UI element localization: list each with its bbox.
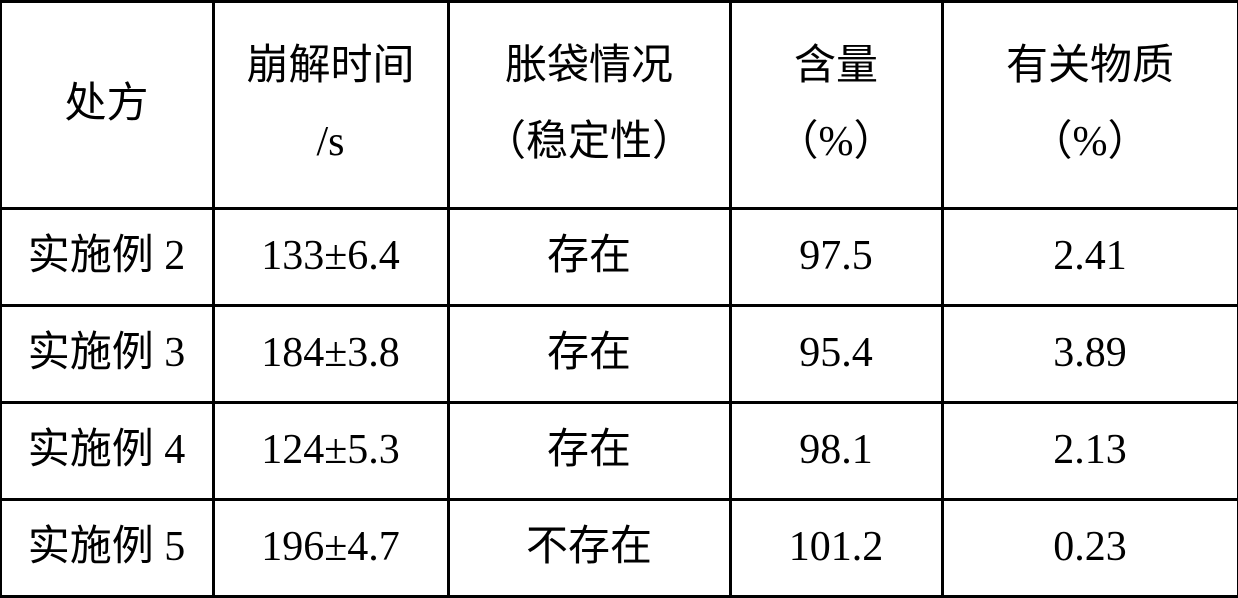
cell-prescription: 实施例 4 [0, 402, 213, 499]
cell-value: 133±6.4 [261, 233, 400, 279]
cell-value: 不存在 [526, 524, 652, 570]
header-cell-label-line2: /s [215, 105, 447, 181]
cell-prescription: 实施例 2 [0, 208, 213, 305]
cell-value: 97.5 [799, 233, 873, 279]
cell-value: 184±3.8 [261, 330, 400, 376]
header-cell-label-line1: 胀袋情况 [450, 29, 729, 105]
cell-value: 实施例 4 [28, 427, 186, 473]
cell-value: 101.2 [789, 524, 884, 570]
cell-related-substances: 0.23 [942, 499, 1238, 596]
cell-content: 97.5 [730, 208, 942, 305]
cell-disintegration-time: 184±3.8 [213, 305, 448, 402]
header-related-substances: 有关物质 （%） [942, 1, 1238, 208]
cell-disintegration-time: 133±6.4 [213, 208, 448, 305]
cell-swelling: 存在 [448, 208, 730, 305]
cell-value: 0.23 [1053, 524, 1127, 570]
cell-content: 98.1 [730, 402, 942, 499]
table-row: 实施例 4 124±5.3 存在 98.1 2.13 [0, 402, 1238, 499]
cell-disintegration-time: 124±5.3 [213, 402, 448, 499]
cell-content: 95.4 [730, 305, 942, 402]
cell-value: 196±4.7 [261, 524, 400, 570]
table-header-row: 处方 崩解时间 /s 胀袋情况 （稳定性） 含量 （%） 有关物质 （%） [0, 1, 1238, 208]
header-cell-label-line1: 崩解时间 [215, 29, 447, 105]
cell-value: 实施例 3 [28, 330, 186, 376]
cell-related-substances: 2.13 [942, 402, 1238, 499]
header-prescription: 处方 [0, 1, 213, 208]
header-cell-label-line2: （%） [732, 105, 941, 181]
table-row: 实施例 2 133±6.4 存在 97.5 2.41 [0, 208, 1238, 305]
header-disintegration-time: 崩解时间 /s [213, 1, 448, 208]
cell-disintegration-time: 196±4.7 [213, 499, 448, 596]
header-cell-label-line2: （稳定性） [450, 105, 729, 181]
cell-swelling: 存在 [448, 402, 730, 499]
cell-value: 实施例 5 [28, 524, 186, 570]
header-cell-label-line1: 有关物质 [944, 29, 1237, 105]
data-table: 处方 崩解时间 /s 胀袋情况 （稳定性） 含量 （%） 有关物质 （%） 实施… [0, 0, 1238, 598]
table-row: 实施例 3 184±3.8 存在 95.4 3.89 [0, 305, 1238, 402]
cell-value: 存在 [547, 427, 631, 473]
cell-value: 2.41 [1053, 233, 1127, 279]
cell-value: 3.89 [1053, 330, 1127, 376]
header-cell-label-line1: 含量 [732, 29, 941, 105]
cell-value: 存在 [547, 233, 631, 279]
cell-value: 124±5.3 [261, 427, 400, 473]
header-swelling: 胀袋情况 （稳定性） [448, 1, 730, 208]
cell-prescription: 实施例 5 [0, 499, 213, 596]
cell-swelling: 不存在 [448, 499, 730, 596]
cell-content: 101.2 [730, 499, 942, 596]
cell-value: 98.1 [799, 427, 873, 473]
cell-value: 实施例 2 [28, 233, 186, 279]
header-cell-label: 处方 [2, 67, 212, 143]
cell-value: 存在 [547, 330, 631, 376]
cell-swelling: 存在 [448, 305, 730, 402]
header-cell-label-line2: （%） [944, 105, 1237, 181]
cell-value: 95.4 [799, 330, 873, 376]
table-row: 实施例 5 196±4.7 不存在 101.2 0.23 [0, 499, 1238, 596]
cell-related-substances: 2.41 [942, 208, 1238, 305]
cell-prescription: 实施例 3 [0, 305, 213, 402]
cell-value: 2.13 [1053, 427, 1127, 473]
cell-related-substances: 3.89 [942, 305, 1238, 402]
header-content: 含量 （%） [730, 1, 942, 208]
